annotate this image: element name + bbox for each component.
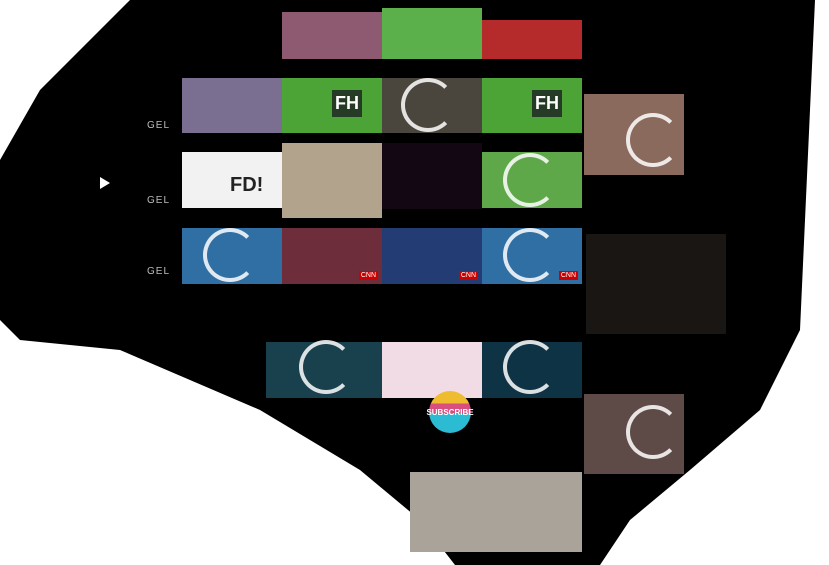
dark-thumbnail[interactable] — [382, 143, 482, 209]
loading-spinner-icon-6 — [299, 340, 353, 394]
soccer-thumbnail-top-2[interactable] — [382, 8, 482, 59]
fh-logo-label: FH — [332, 90, 362, 117]
anchor-thumbnail[interactable]: CNN — [382, 228, 482, 284]
cnn-badge-2: CNN — [458, 271, 478, 280]
press-conference-thumbnail[interactable]: CNN — [282, 228, 382, 284]
dark-room-thumbnail[interactable] — [586, 234, 726, 334]
subscribe-badge[interactable]: SUBSCRIBE — [426, 391, 474, 433]
room-thumbnail[interactable] — [282, 143, 382, 218]
cnn-badge-3: CNN — [558, 271, 578, 280]
loading-spinner-icon-3 — [626, 113, 680, 167]
sports-thumbnail-left[interactable] — [182, 78, 282, 133]
statue-thumbnail[interactable] — [410, 472, 582, 552]
fh-logo-label-2: FH — [532, 90, 562, 117]
cnn-badge-1: CNN — [358, 271, 378, 280]
loading-spinner-icon-1 — [401, 78, 455, 132]
loading-spinner-icon-5 — [503, 228, 557, 282]
soccer-thumbnail-top-1[interactable] — [282, 12, 382, 59]
fd-text: FD! — [230, 174, 264, 196]
loading-spinner-icon-2 — [503, 153, 557, 207]
fd-thumbnail[interactable]: FD! — [182, 152, 282, 208]
speaker-thumbnail[interactable] — [382, 342, 482, 398]
play-icon[interactable] — [100, 177, 110, 189]
loading-spinner-icon-8 — [626, 405, 680, 459]
fh-thumbnail-2[interactable]: FH — [482, 78, 582, 133]
side-label-2: GEL — [147, 195, 171, 206]
soccer-thumbnail-top-3[interactable] — [482, 20, 582, 59]
side-label-3: GEL — [147, 266, 171, 277]
loading-spinner-icon-4 — [203, 228, 257, 282]
fh-thumbnail[interactable]: FH — [282, 78, 382, 133]
loading-spinner-icon-7 — [503, 340, 557, 394]
side-label-1: GEL — [147, 120, 171, 131]
